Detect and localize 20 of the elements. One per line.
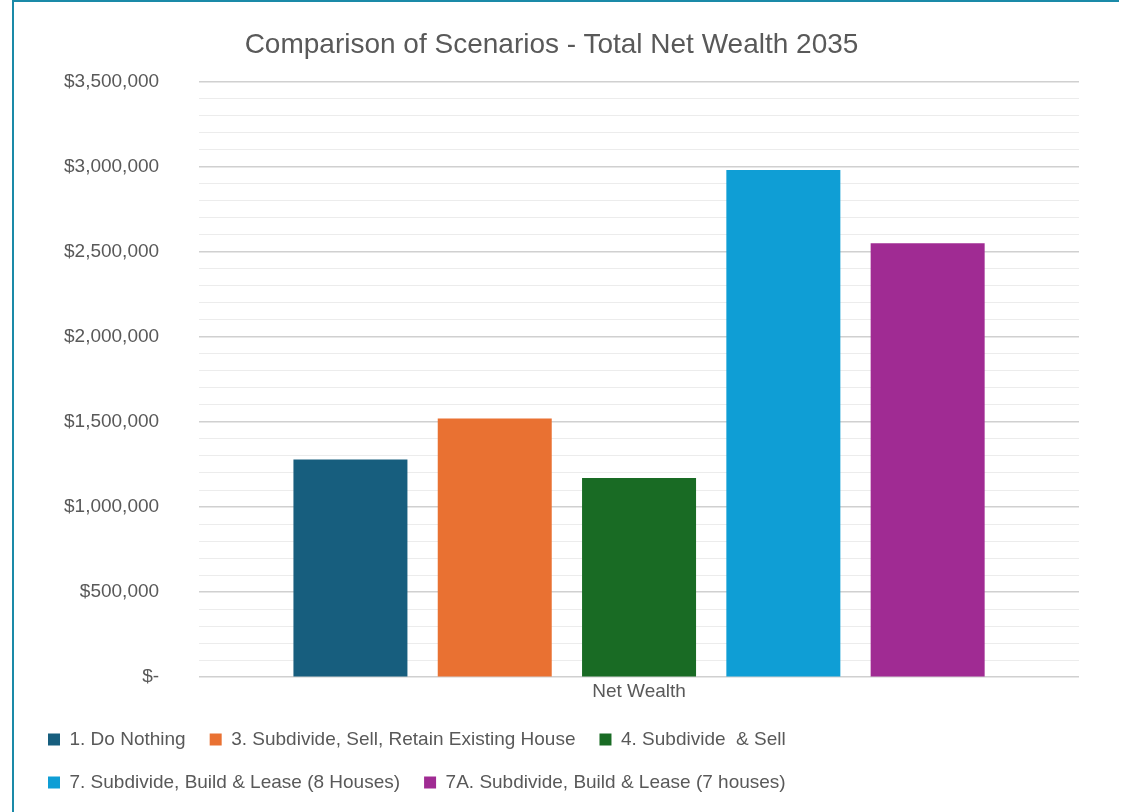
y-tick-label: $2,500,000 [64,240,160,262]
y-tick-label: $1,500,000 [64,410,160,432]
x-tick-label: Net Wealth [592,679,686,701]
bar [582,478,697,677]
legend-label: 7A. Subdivide, Build & Lease (7 houses) [445,770,786,792]
y-tick-label: $2,000,000 [64,325,160,347]
y-tick-label: $1,000,000 [64,495,160,517]
y-tick-label: $500,000 [79,580,160,602]
bar [437,418,552,677]
bar [293,459,408,677]
y-tick-label: $- [142,665,160,687]
legend-label: 7. Subdivide, Build & Lease (8 Houses) [69,770,401,792]
bar [726,170,841,677]
legend-label: 4. Subdivide & Sell [620,727,786,749]
chart-title: Comparison of Scenarios - Total Net Wealth 2035 [244,27,859,59]
legend-label: 1. Do Nothing [69,727,186,749]
y-tick-label: $3,500,000 [64,69,160,91]
bar [870,243,985,677]
legend-label: 3. Subdivide, Sell, Retain Existing House [231,727,576,749]
y-tick-label: $3,000,000 [64,154,160,176]
